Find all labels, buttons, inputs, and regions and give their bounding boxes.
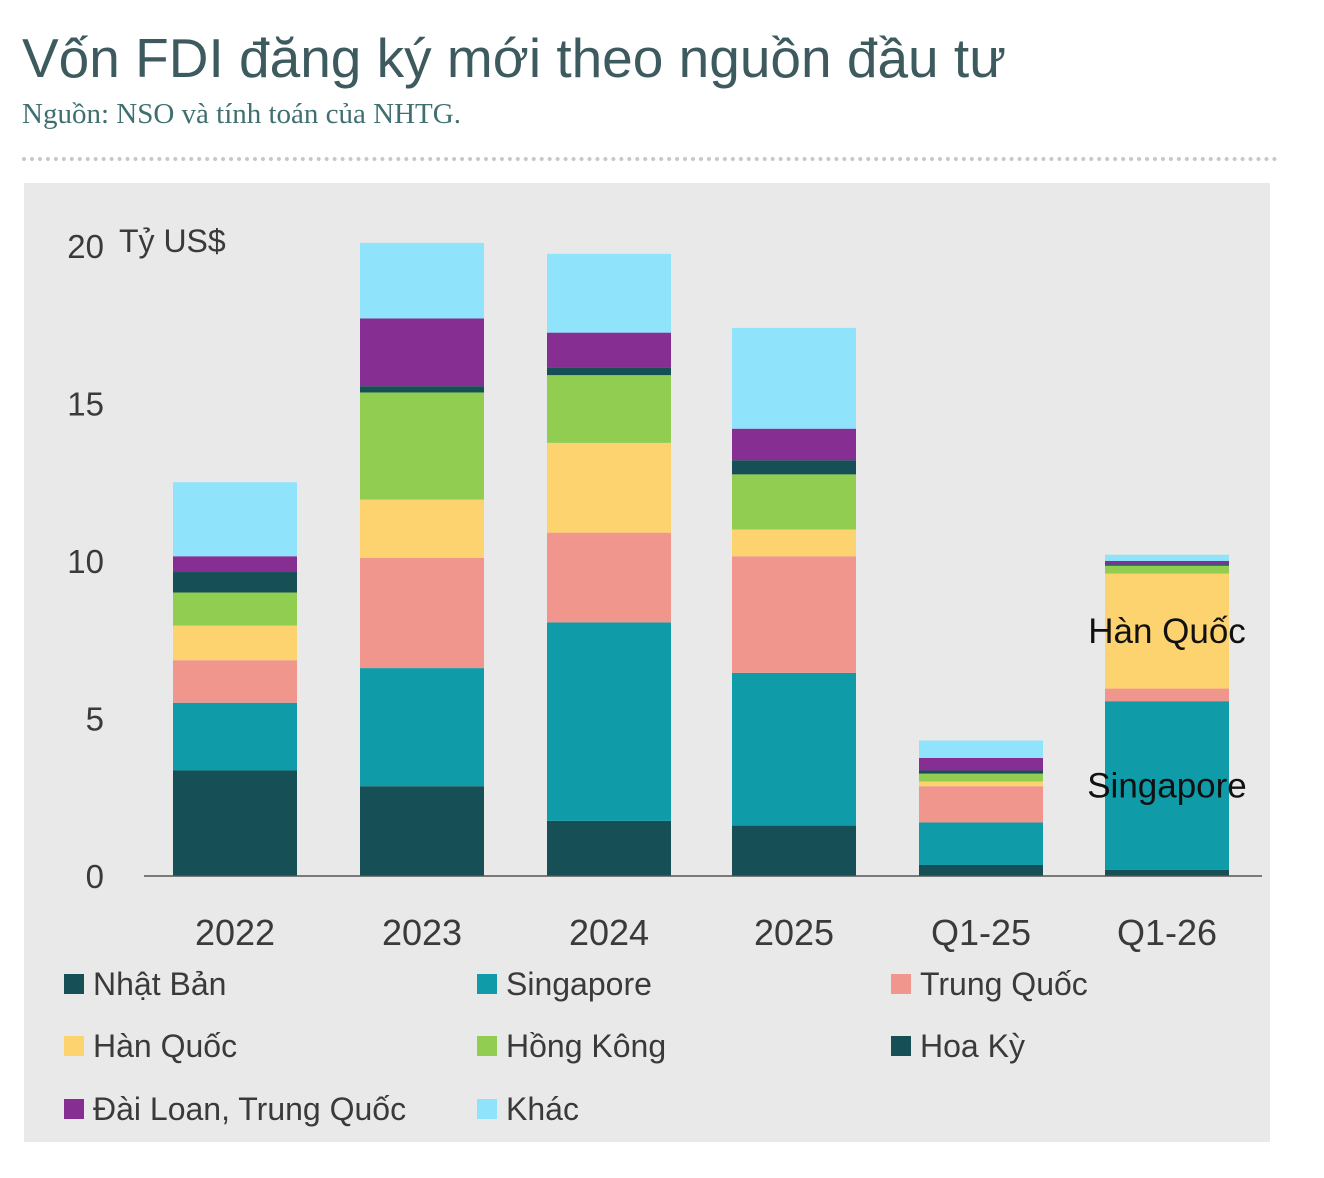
y-tick-label: 0 <box>86 858 104 895</box>
legend-label: Hồng Kông <box>506 1027 667 1064</box>
bar-segment <box>547 442 671 533</box>
bar-segment <box>173 702 297 771</box>
legend-swatch <box>891 1036 911 1056</box>
legend-label: Đài Loan, Trung Quốc <box>93 1090 407 1127</box>
legend-label: Singapore <box>506 965 652 1002</box>
chart-panel: 0 5 10 15 20 Tỷ US$ 2022 2023 2024 2025 Q1-25 Q1-26… <box>24 183 1270 1142</box>
y-tick-label: 15 <box>67 386 104 423</box>
legend-item: Nhật Bản <box>64 964 226 1004</box>
dotted-divider <box>22 157 1278 161</box>
bar-segment <box>173 660 297 703</box>
bar-segment <box>732 460 856 475</box>
bar-segment <box>732 529 856 557</box>
bar-segment <box>547 332 671 368</box>
bar-segment <box>732 428 856 461</box>
bar-segment <box>1105 701 1229 870</box>
bar-segment <box>360 392 484 500</box>
y-tick-label: 10 <box>67 543 104 580</box>
annotation-label: Hàn Quốc <box>1088 612 1246 651</box>
bar-segment <box>173 482 297 557</box>
x-tick-label: Q1-25 <box>931 912 1031 953</box>
bar-segment <box>547 622 671 821</box>
bar-segment <box>919 781 1043 787</box>
chart-title: Vốn FDI đăng ký mới theo nguồn đầu tư <box>22 27 1007 89</box>
bar-segment <box>732 556 856 673</box>
legend-label: Trung Quốc <box>920 965 1088 1002</box>
legend-label: Hoa Kỳ <box>920 1027 1025 1064</box>
y-tick-label: 5 <box>86 701 104 738</box>
bar-segment <box>547 253 671 333</box>
x-tick-label: 2022 <box>195 912 275 953</box>
bar-segment <box>173 572 297 593</box>
bar-segment <box>1105 554 1229 561</box>
legend-swatch <box>891 974 911 994</box>
chart-source: Nguồn: NSO và tính toán của NHTG. <box>22 98 461 130</box>
bar-segment <box>547 820 671 876</box>
bar-segment <box>360 557 484 669</box>
legend-swatch <box>477 1036 497 1056</box>
bar-segment <box>547 375 671 443</box>
legend-item: Singapore <box>477 964 652 1004</box>
legend-label: Hàn Quốc <box>93 1027 238 1064</box>
bar-segment <box>919 740 1043 758</box>
bar-segment <box>1105 688 1229 702</box>
y-axis-label: Tỷ US$ <box>119 223 226 259</box>
bar-segment <box>360 386 484 393</box>
bar-segment <box>919 864 1043 876</box>
bar-segment <box>732 474 856 530</box>
bar-segment <box>732 672 856 826</box>
bar-segment <box>173 592 297 626</box>
legend-item: Đài Loan, Trung Quốc <box>64 1089 406 1129</box>
y-tick-label: 20 <box>67 228 104 265</box>
legend-swatch <box>64 1036 84 1056</box>
legend-label: Khác <box>506 1090 579 1127</box>
stacked-bar-chart: 0 5 10 15 20 Tỷ US$ 2022 2023 2024 2025 Q1-25 Q1-26… <box>67 223 1262 953</box>
bar-segment <box>919 757 1043 771</box>
x-tick-label: 2025 <box>754 912 834 953</box>
bar-segment <box>732 825 856 876</box>
bar-segment <box>919 770 1043 774</box>
legend-swatch <box>477 974 497 994</box>
bar-segment <box>1105 561 1229 565</box>
bar-segment <box>360 242 484 319</box>
x-tick-label: 2024 <box>569 912 649 953</box>
bar-segment <box>360 318 484 387</box>
annotation-label: Singapore <box>1087 766 1247 805</box>
bar-segment <box>360 786 484 876</box>
legend-item: Hoa Kỳ <box>891 1026 1025 1066</box>
bar-segment <box>1105 573 1229 689</box>
legend-swatch <box>477 1099 497 1119</box>
legend-item: Hàn Quốc <box>64 1026 237 1066</box>
bar-segment <box>919 786 1043 823</box>
legend-swatch <box>64 974 84 994</box>
bar-segment <box>547 532 671 623</box>
bar-segment <box>173 770 297 876</box>
bar-segment <box>547 367 671 376</box>
bar-segment <box>1105 564 1229 566</box>
bar-segment <box>173 625 297 661</box>
x-tick-label: Q1-26 <box>1117 912 1217 953</box>
legend-item: Trung Quốc <box>891 964 1088 1004</box>
bar-segment <box>919 822 1043 865</box>
bar-segment <box>360 499 484 558</box>
bar-segment <box>919 773 1043 782</box>
legend-item: Hồng Kông <box>477 1026 666 1066</box>
legend-item: Khác <box>477 1089 579 1129</box>
bar-segment <box>1105 869 1229 876</box>
legend-label: Nhật Bản <box>93 965 227 1002</box>
x-tick-label: 2023 <box>382 912 462 953</box>
bar-segment <box>360 668 484 787</box>
legend-swatch <box>64 1099 84 1119</box>
bar-segment <box>173 556 297 573</box>
bar-segment <box>1105 565 1229 574</box>
bar-segment <box>732 327 856 429</box>
